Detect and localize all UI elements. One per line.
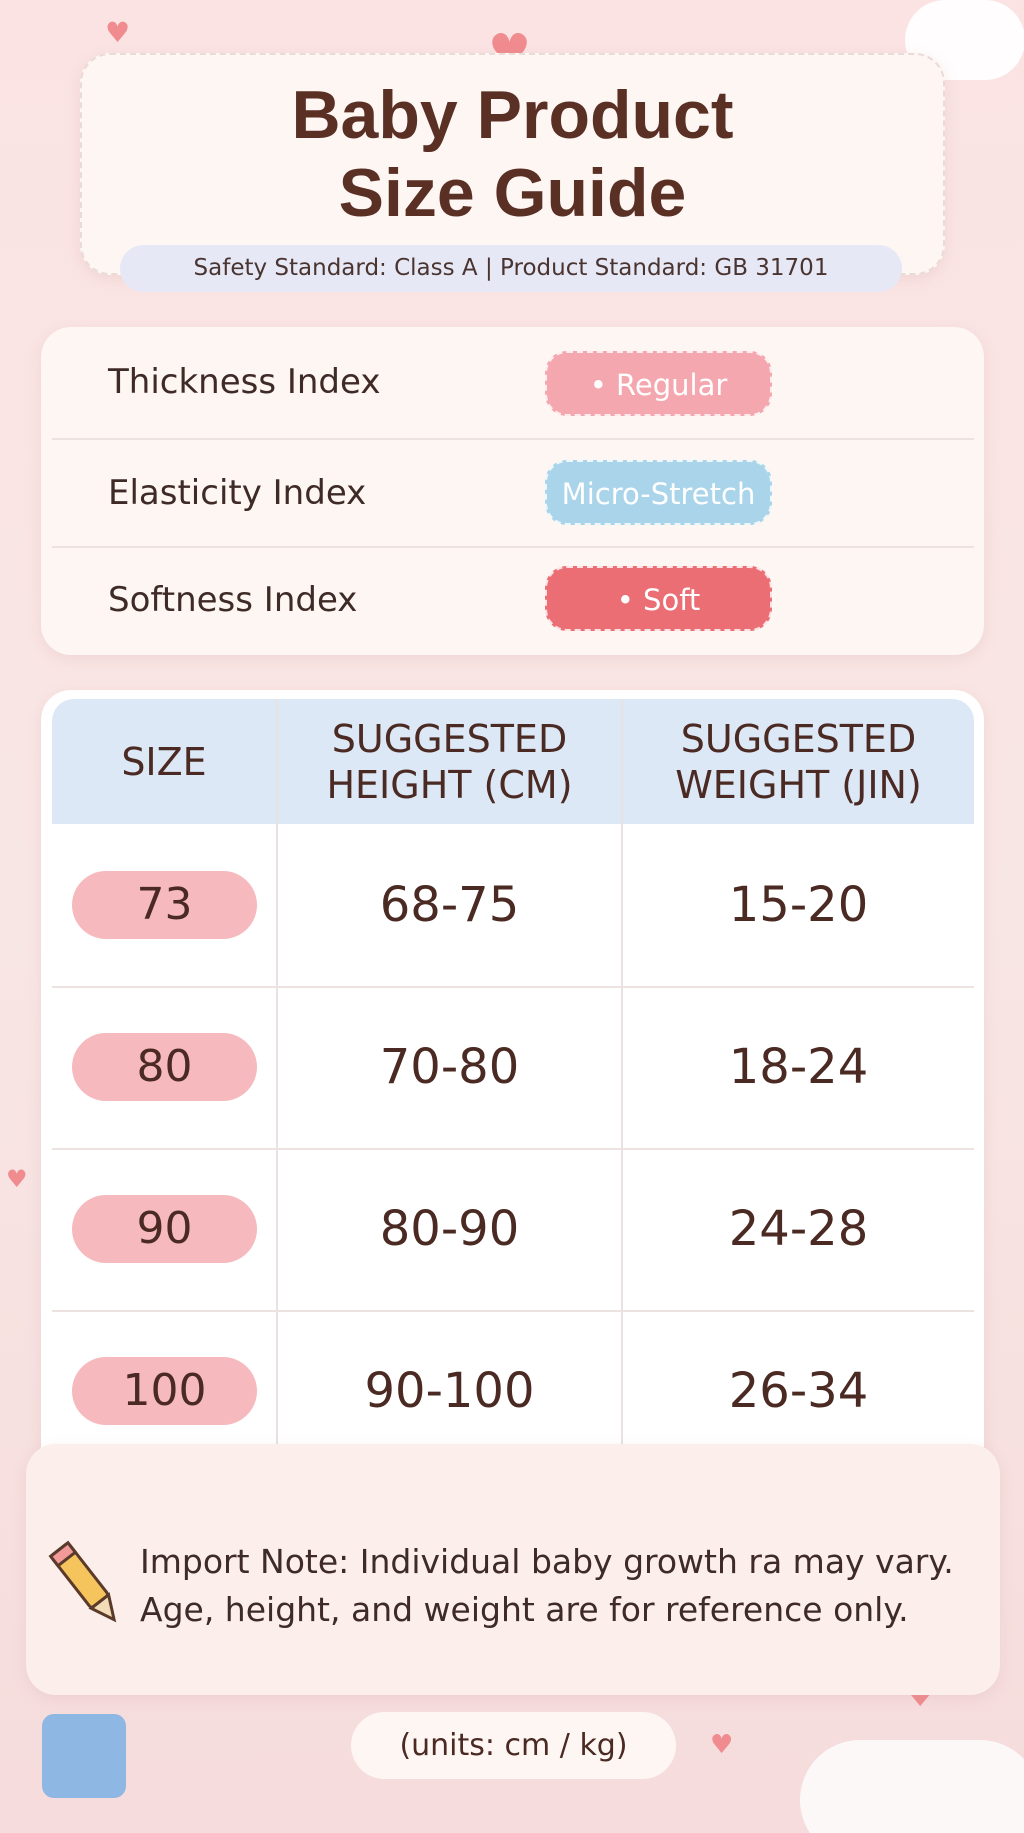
index-label: Softness Index — [108, 580, 358, 620]
column-header: SUGGESTED WEIGHT (JIN) — [675, 716, 922, 807]
index-value: • Soft — [545, 566, 772, 631]
column-header: SIZE — [121, 739, 207, 784]
weight-cell: 26-34 — [728, 1363, 869, 1419]
height-cell: 80-90 — [379, 1201, 520, 1257]
note-card — [26, 1444, 1000, 1695]
row-divider — [52, 986, 974, 988]
size-cell: 90 — [72, 1195, 257, 1263]
index-value: Micro-Stretch — [545, 460, 772, 525]
column-divider — [276, 699, 278, 1469]
height-cell: 68-75 — [379, 877, 520, 933]
title-line: Baby Product — [291, 77, 734, 153]
weight-cell: 24-28 — [728, 1201, 869, 1257]
size-cell: 80 — [72, 1033, 257, 1101]
index-label: Thickness Index — [108, 362, 381, 402]
size-cell: 100 — [72, 1357, 257, 1425]
units-badge: (units: cm / kg) — [351, 1712, 676, 1779]
size-cell: 73 — [72, 871, 257, 939]
divider — [52, 546, 974, 548]
height-cell: 90-100 — [364, 1363, 535, 1419]
heart-decoration: ♥ — [710, 1730, 734, 1760]
index-value: • Regular — [545, 351, 772, 416]
table-header — [52, 699, 974, 824]
standards-badge: Safety Standard: Class A | Product Stand… — [120, 245, 902, 292]
indices-card — [41, 327, 984, 655]
index-label: Elasticity Index — [108, 473, 367, 513]
row-divider — [52, 1310, 974, 1312]
row-divider — [52, 1148, 974, 1150]
note-line: Import Note: Individual baby growth ra m… — [140, 1542, 954, 1581]
toy-block — [42, 1714, 126, 1798]
height-cell: 70-80 — [379, 1039, 520, 1095]
weight-cell: 15-20 — [728, 877, 869, 933]
heart-decoration: ♥ — [6, 1165, 28, 1193]
note-line: Age, height, and weight are for referenc… — [140, 1590, 909, 1629]
column-header: SUGGESTED HEIGHT (CM) — [326, 716, 573, 807]
column-divider — [621, 699, 623, 1469]
heart-decoration: ♥ — [105, 16, 131, 49]
cloud-decoration — [800, 1740, 1024, 1833]
weight-cell: 18-24 — [728, 1039, 869, 1095]
pencil-icon — [48, 1540, 117, 1623]
title-line: Size Guide — [338, 155, 687, 231]
header-card — [80, 53, 945, 275]
divider — [52, 438, 974, 440]
